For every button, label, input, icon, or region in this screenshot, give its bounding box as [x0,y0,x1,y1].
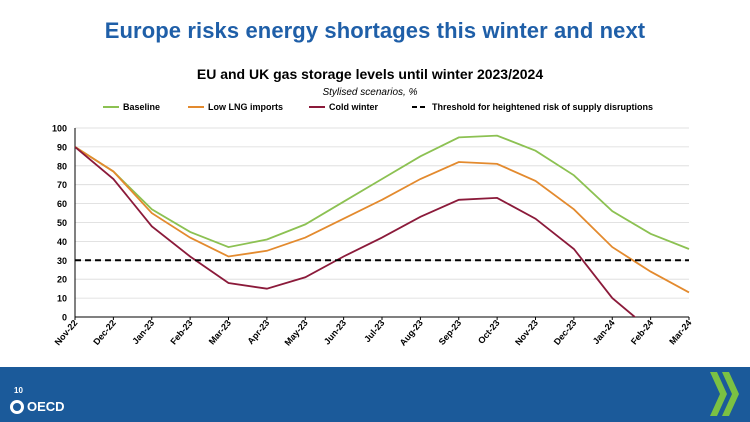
series-line-low-lng-imports [75,146,690,294]
x-tick-label: Feb-24 [629,318,655,347]
y-tick-label: 70 [57,180,67,190]
x-tick-label: Apr-23 [245,318,271,346]
x-tick-label: Nov-23 [513,318,540,347]
y-tick-label: 80 [57,161,67,171]
x-tick-label: May-23 [283,318,310,348]
legend-label: Cold winter [329,102,378,112]
line-chart: EU and UK gas storage levels until winte… [52,66,694,348]
x-tick-label: Mar-24 [667,318,693,347]
x-tick-label: Jan-24 [591,318,617,346]
y-tick-label: 100 [52,124,67,134]
y-axis: 0 10 20 30 40 50 60 70 80 90 100 [52,124,76,323]
legend-label: Baseline [123,102,160,112]
y-tick-label: 30 [57,256,67,266]
x-axis: Nov-22 Dec-22 Jan-23 Feb-23 Mar-23 Apr-23 May-… [53,316,694,348]
chart-legend: Baseline Low LNG imports Cold winter Thresh… [103,102,653,112]
x-tick-label: Jan-23 [130,318,156,346]
x-tick-label: Oct-23 [476,318,502,346]
chart-area: EU and UK gas storage levels until winte… [0,55,750,367]
y-tick-label: 50 [57,218,67,228]
y-tick-label: 20 [57,275,67,285]
globe-icon [10,399,24,414]
chevron-icon [710,372,739,416]
y-tick-label: 40 [57,237,67,247]
series-line-cold-winter [75,146,637,317]
legend-label: Low LNG imports [208,102,283,112]
y-tick-label: 60 [57,199,67,209]
x-tick-label: Sep-23 [437,318,464,347]
x-tick-label: Aug-23 [398,318,425,348]
x-tick-label: Jun-23 [322,318,348,347]
footer-bar: 10 OECD [0,367,750,422]
legend-label: Threshold for heightened risk of supply … [432,102,653,112]
x-tick-label: Jul-23 [362,318,386,344]
slide-title: Europe risks energy shortages this winte… [104,18,646,43]
chart-title: EU and UK gas storage levels until winte… [197,66,543,82]
x-tick-label: Feb-23 [168,318,194,347]
page-number: 10 [14,386,23,395]
oecd-logo: OECD [10,399,65,414]
series-lines [75,134,690,317]
chart-subtitle: Stylised scenarios, % [322,87,417,98]
x-tick-label: Dec-22 [91,318,118,347]
x-tick-label: Mar-23 [207,318,233,347]
y-tick-label: 0 [62,313,67,323]
y-tick-label: 90 [57,142,67,152]
series-line-baseline [75,134,690,250]
oecd-logo-text: OECD [27,399,65,414]
y-tick-label: 10 [57,294,67,304]
x-tick-label: Dec-23 [552,318,579,347]
